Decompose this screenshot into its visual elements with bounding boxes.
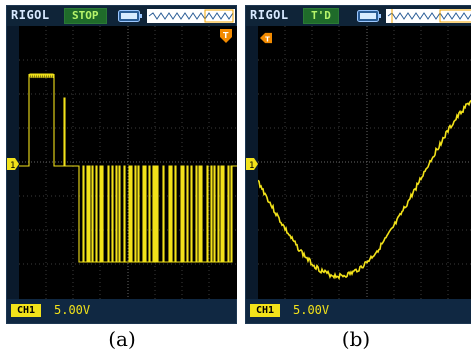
signal-trace-b xyxy=(258,99,471,281)
vertical-scale-value: 5.00V xyxy=(54,303,91,317)
brand-label: RIGOL xyxy=(250,8,289,22)
figure-caption-b: (b) xyxy=(341,327,371,351)
brand-label: RIGOL xyxy=(11,8,50,22)
channel-badge[interactable]: CH1 xyxy=(250,304,280,317)
channel-1-marker-icon: 1 xyxy=(7,158,19,170)
trigger-marker-icon: T xyxy=(260,32,272,43)
svg-text:T: T xyxy=(265,35,270,43)
vertical-scale-value: 5.00V xyxy=(293,303,330,317)
waveform-display[interactable] xyxy=(258,26,471,299)
bottom-status-bar: CH1 5.00V xyxy=(246,299,471,323)
oscilloscope-screen-a: RIGOL STOP xyxy=(6,5,237,324)
battery-icon xyxy=(118,10,142,22)
svg-text:1: 1 xyxy=(249,161,254,170)
svg-text:1: 1 xyxy=(10,161,15,170)
oscilloscope-screen-b: RIGOL T'D xyxy=(245,5,471,324)
trigger-marker-icon: T xyxy=(220,29,232,43)
timebase-wave-icon xyxy=(386,9,471,23)
channel-badge[interactable]: CH1 xyxy=(11,304,41,317)
figure-caption-a: (a) xyxy=(108,327,136,351)
waveform-grid xyxy=(19,26,237,299)
top-status-bar: RIGOL T'D xyxy=(246,6,471,26)
channel-1-marker-icon: 1 xyxy=(246,158,258,170)
bottom-status-bar: CH1 5.00V xyxy=(7,299,236,323)
svg-text:T: T xyxy=(223,31,229,40)
run-status-badge[interactable]: T'D xyxy=(303,8,339,24)
signal-trace-path xyxy=(19,73,237,263)
battery-icon xyxy=(357,10,381,22)
waveform-grid xyxy=(258,26,471,299)
signal-trace-path xyxy=(258,99,471,281)
top-status-bar: RIGOL STOP xyxy=(7,6,236,26)
signal-trace-a xyxy=(19,73,237,263)
run-status-badge[interactable]: STOP xyxy=(64,8,107,24)
timebase-wave-icon xyxy=(147,9,235,23)
waveform-display[interactable] xyxy=(19,26,237,299)
